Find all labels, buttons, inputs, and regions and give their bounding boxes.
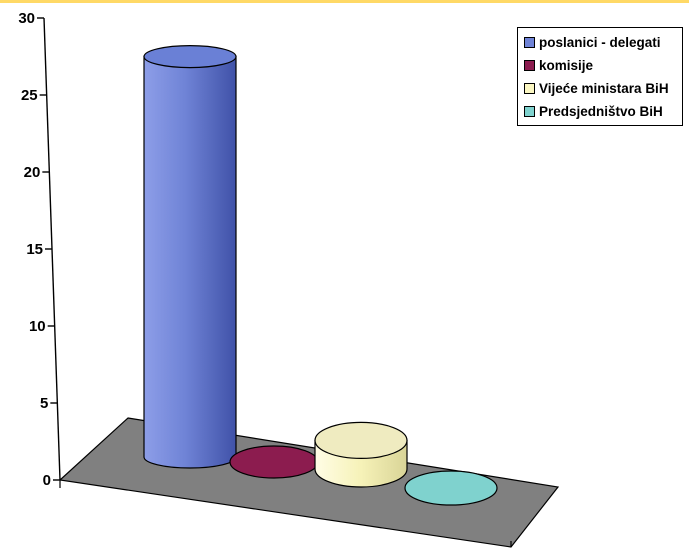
y-tick-label: 30	[18, 10, 35, 27]
bar-vijece-ministara-bih	[314, 421, 408, 488]
legend-swatch-poslanici-delegati	[524, 37, 535, 48]
bar-top-komisije	[229, 445, 319, 479]
bar-poslanici-delegati	[143, 44, 237, 469]
legend-swatch-predsjednistvo	[524, 106, 535, 117]
y-tick-label: 25	[21, 87, 38, 104]
y-tick-label: 15	[26, 241, 43, 258]
top-accent-stripe	[0, 0, 689, 3]
legend-item-komisije: komisije	[524, 54, 682, 77]
bar-top-poslanici-delegati	[143, 44, 237, 69]
legend-label-komisije: komisije	[539, 58, 594, 73]
bar-top-predsjednistvo-bih	[404, 470, 498, 506]
bar-top-vijece-ministara-bih	[314, 421, 408, 459]
legend-item-poslanici-delegati: poslanici - delegati	[524, 31, 682, 54]
chart-legend: poslanici - delegati komisije Vijeće min…	[517, 27, 683, 126]
y-tick-label: 5	[40, 395, 48, 412]
bar-body-poslanici-delegati	[143, 56, 237, 469]
legend-label-predsjednistvo: Predsjedništvo BiH	[539, 104, 663, 119]
legend-swatch-vijece-ministara	[524, 83, 535, 94]
bar-komisije	[229, 445, 319, 479]
y-tick-label: 0	[43, 472, 51, 489]
legend-label-poslanici-delegati: poslanici - delegati	[539, 35, 661, 50]
bar-predsjednistvo-bih	[404, 470, 498, 506]
legend-item-vijece-ministara: Vijeće ministara BiH	[524, 77, 682, 100]
legend-label-vijece-ministara: Vijeće ministara BiH	[539, 81, 669, 96]
legend-swatch-komisije	[524, 60, 535, 71]
y-tick-label: 10	[29, 318, 46, 335]
y-tick-label: 20	[24, 164, 41, 181]
legend-item-predsjednistvo: Predsjedništvo BiH	[524, 100, 682, 123]
